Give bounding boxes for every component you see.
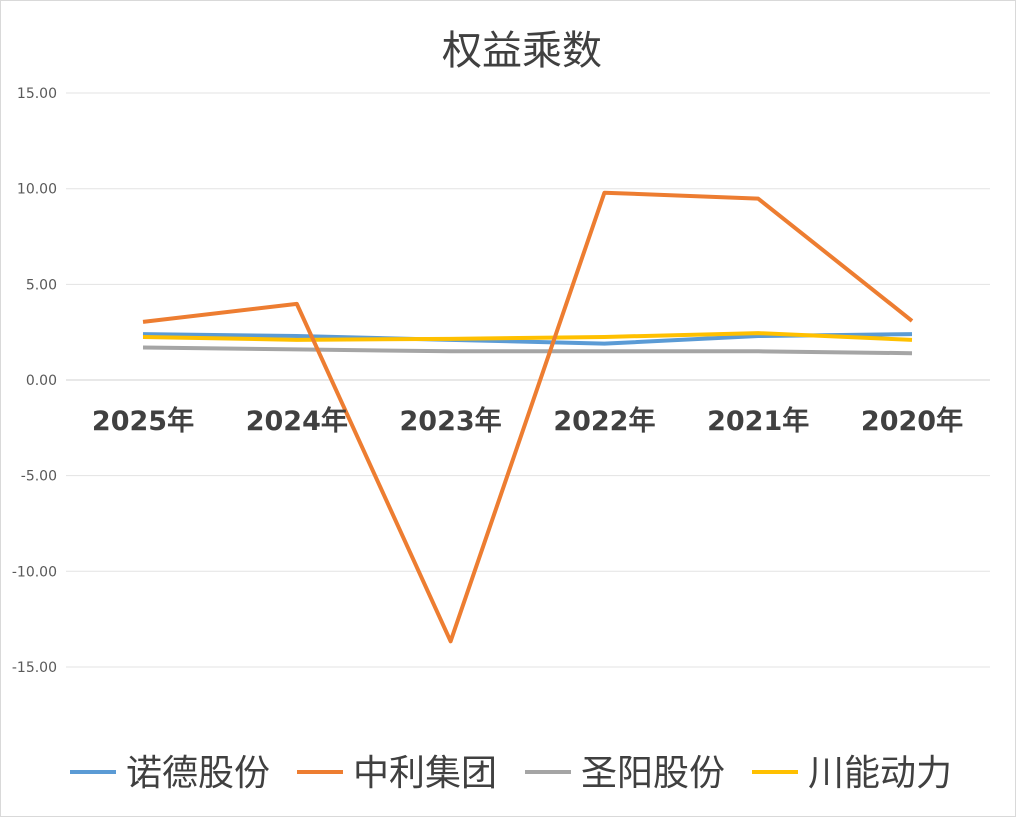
series-line-3 xyxy=(142,345,913,356)
legend-label: 中利集团 xyxy=(353,753,497,794)
y-tick-label: -10.00 xyxy=(12,564,57,580)
y-tick-label: -15.00 xyxy=(12,660,57,676)
series-line-2 xyxy=(142,190,914,644)
series-line-4 xyxy=(142,331,913,342)
y-tick-label: 0.00 xyxy=(26,373,57,389)
legend-label: 圣阳股份 xyxy=(581,753,725,794)
y-tick-label: 15.00 xyxy=(17,86,57,102)
x-tick-label: 2022年 xyxy=(553,405,655,437)
x-tick-label: 2024年 xyxy=(246,405,348,437)
y-tick-label: 5.00 xyxy=(26,277,57,293)
legend-item: 诺德股份 xyxy=(70,753,270,794)
x-tick-label: 2021年 xyxy=(707,405,809,437)
legend-label: 川能动力 xyxy=(808,753,952,794)
x-tick-label: 2023年 xyxy=(400,405,502,437)
legend-item: 川能动力 xyxy=(752,753,952,794)
chart-title: 权益乘数 xyxy=(442,28,602,74)
x-tick-label: 2020年 xyxy=(861,405,963,437)
x-tick-label: 2025年 xyxy=(92,405,194,437)
y-tick-label: -5.00 xyxy=(21,469,57,485)
y-tick-label: 10.00 xyxy=(17,182,57,198)
legend-label: 诺德股份 xyxy=(126,753,270,794)
legend-item: 圣阳股份 xyxy=(525,753,725,794)
legend-item: 中利集团 xyxy=(297,753,497,794)
